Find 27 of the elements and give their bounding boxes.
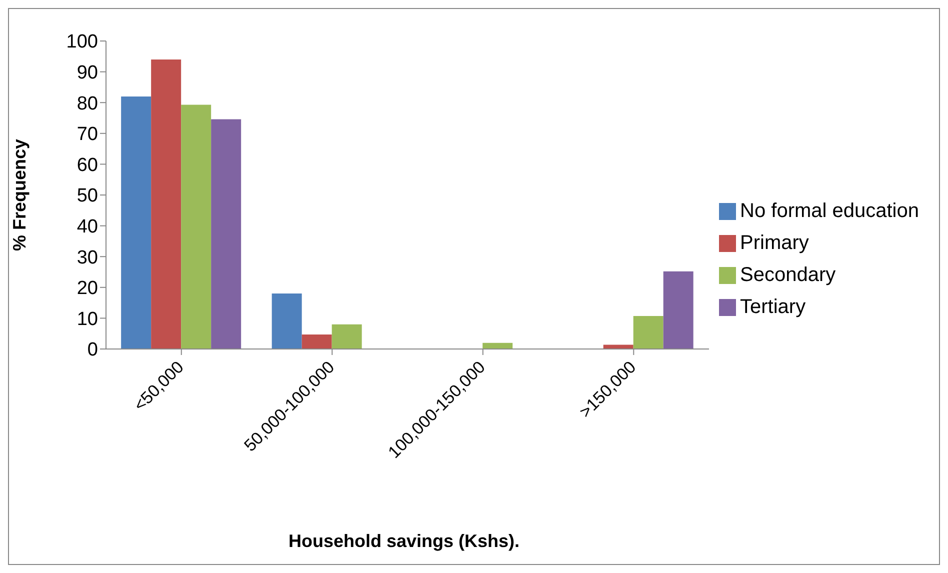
bar (121, 96, 152, 349)
bar (302, 334, 332, 349)
y-tick-label: 90 (76, 62, 98, 84)
bar (663, 271, 694, 349)
y-axis-title: % Frequency (9, 138, 30, 252)
y-tick-label: 50 (76, 186, 98, 207)
legend-label: Primary (740, 232, 809, 254)
bar (151, 59, 182, 349)
legend-label: Secondary (740, 264, 836, 286)
y-tick-label: 60 (76, 154, 98, 176)
bar (272, 294, 302, 349)
bar (332, 324, 362, 349)
y-tick-label: 80 (76, 93, 98, 114)
y-tick-label: 0 (87, 340, 98, 361)
y-tick-label: 10 (76, 308, 98, 330)
bar (211, 119, 242, 349)
legend-label: Tertiary (740, 296, 806, 318)
bar (181, 104, 212, 349)
x-axis-title: Household savings (Kshs). (287, 531, 521, 552)
y-tick-label: 40 (76, 216, 98, 238)
y-tick-label: 30 (76, 247, 98, 268)
bar (603, 344, 634, 349)
y-tick-label: 70 (76, 124, 98, 146)
legend-label: No formal education (740, 200, 919, 222)
y-tick-label: 100 (66, 32, 98, 53)
bar (633, 316, 664, 349)
y-tick-label: 20 (76, 278, 98, 300)
